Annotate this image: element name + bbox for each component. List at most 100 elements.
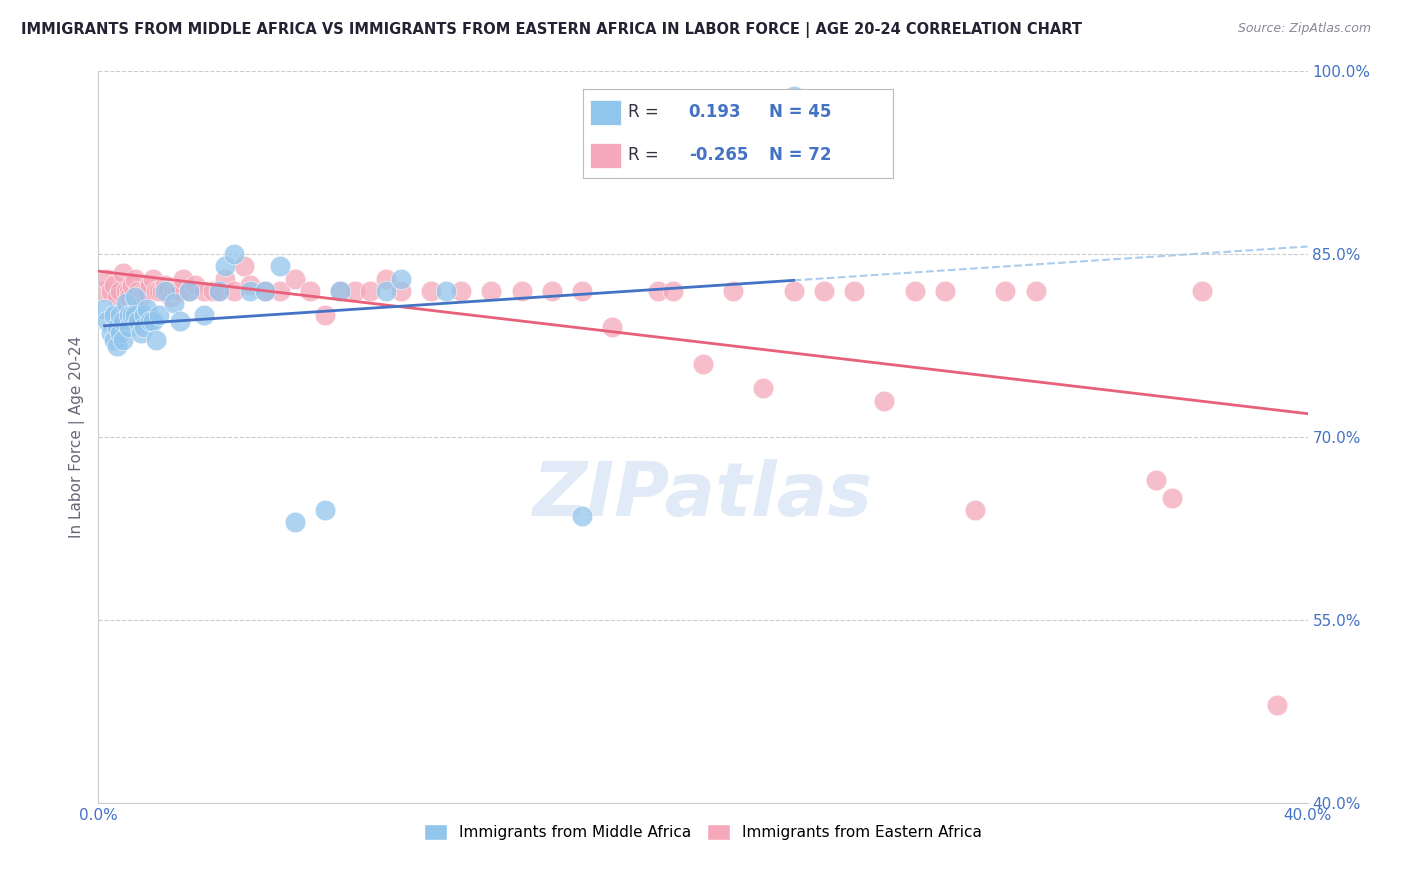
Point [481,284,503,298]
Point [103,333,125,347]
Text: Source: ZipAtlas.com: Source: ZipAtlas.com [1237,22,1371,36]
Point [156,284,179,298]
Point [1144,473,1167,487]
Point [169,314,191,328]
Point [163,296,186,310]
Point [661,284,683,298]
Text: 0.193: 0.193 [689,103,741,121]
Point [145,284,167,298]
Point [284,516,307,530]
Point [118,320,141,334]
Point [139,277,162,292]
Point [111,333,134,347]
Bar [589,143,620,168]
Point [692,357,714,371]
Point [103,308,125,322]
Point [329,284,352,298]
Point [100,326,122,341]
Point [105,338,128,352]
Point [813,284,835,298]
Point [153,284,176,298]
Point [299,284,322,298]
Point [179,284,201,298]
Text: -0.265: -0.265 [689,145,748,164]
Point [1191,284,1213,298]
Point [121,277,143,292]
Y-axis label: In Labor Force | Age 20-24: In Labor Force | Age 20-24 [69,336,84,538]
Point [148,308,170,322]
Point [571,284,593,298]
Point [139,314,162,328]
Point [208,284,231,298]
Point [647,284,669,298]
Point [571,509,593,524]
Text: ZIPatlas: ZIPatlas [533,459,873,533]
Point [100,284,122,298]
Point [129,326,152,341]
Point [232,260,254,274]
Point [284,271,307,285]
Point [127,314,149,328]
Point [389,284,412,298]
Point [124,308,146,322]
Point [118,308,141,322]
Point [124,290,146,304]
Point [142,314,165,328]
Point [239,277,262,292]
Point [224,247,246,261]
Point [510,284,533,298]
Point [193,308,215,322]
Text: R =: R = [628,145,659,164]
Point [111,266,134,280]
Point [420,284,443,298]
Text: N = 72: N = 72 [769,145,831,164]
Point [108,284,131,298]
Point [105,290,128,304]
Point [1160,491,1182,505]
Point [172,271,194,285]
Point [389,271,412,285]
Text: N = 45: N = 45 [769,103,831,121]
Point [93,284,115,298]
Point [202,284,225,298]
Point [111,314,134,328]
Point [96,314,118,328]
Point [179,284,201,298]
Point [114,296,136,310]
Point [253,284,276,298]
Point [208,284,231,298]
Point [314,308,336,322]
Point [160,290,183,304]
Text: IMMIGRANTS FROM MIDDLE AFRICA VS IMMIGRANTS FROM EASTERN AFRICA IN LABOR FORCE |: IMMIGRANTS FROM MIDDLE AFRICA VS IMMIGRA… [21,22,1083,38]
Point [103,277,125,292]
Point [132,320,155,334]
Point [253,284,276,298]
Point [193,284,215,298]
Bar [589,100,620,125]
Text: R =: R = [628,103,659,121]
Point [129,290,152,304]
Point [108,326,131,341]
Point [118,284,141,298]
Point [374,284,396,298]
Point [118,290,141,304]
Point [150,284,173,298]
Point [1024,284,1046,298]
Point [135,301,157,317]
Point [434,284,457,298]
Point [145,333,167,347]
Point [783,284,806,298]
Point [994,284,1017,298]
Point [374,271,396,285]
Point [1267,698,1289,713]
Point [96,271,118,285]
Point [135,284,157,298]
Point [224,284,246,298]
Point [602,320,624,334]
Point [450,284,472,298]
Point [723,284,745,298]
Point [132,284,155,298]
Point [184,277,207,292]
Legend: Immigrants from Middle Africa, Immigrants from Eastern Africa: Immigrants from Middle Africa, Immigrant… [418,818,988,847]
Point [114,284,136,298]
